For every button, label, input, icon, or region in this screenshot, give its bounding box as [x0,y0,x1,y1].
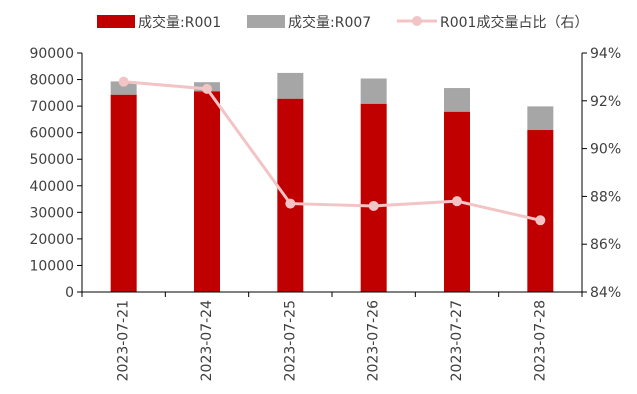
left-axis-tick-label: 10000 [29,258,74,274]
legend-swatch-r007 [247,15,285,28]
x-axis-tick-label: 2023-07-21 [116,300,132,381]
legend-label-r001: 成交量:R001 [138,14,221,31]
x-axis-tick-label: 2023-07-26 [366,300,382,381]
left-axis-tick-label: 0 [65,285,74,301]
legend: 成交量:R001 成交量:R007 R001成交量占比（右） [97,14,588,31]
ratio-point [452,196,462,207]
left-axis-tick-label: 50000 [29,152,74,168]
bar-r007 [444,88,470,112]
bar-r007 [277,72,304,99]
x-axis-tick-label: 2023-07-25 [282,300,298,381]
left-axis-tick-label: 90000 [29,46,74,62]
left-axis-tick-label: 20000 [29,232,74,248]
bars [110,72,554,293]
ratio-point [118,76,129,87]
right-axis-tick-label: 84% [590,285,621,301]
left-axis-tick-label: 30000 [29,205,74,221]
legend-label-ratio: R001成交量占比（右） [440,14,588,31]
right-axis-tick-label: 88% [590,189,621,205]
right-axis-tick-label: 94% [590,46,621,62]
left-axis: 0 10000 20000 30000 40000 50000 60000 70000 8000… [29,46,83,301]
bar-r001 [360,103,387,293]
bar-r001 [110,94,137,292]
right-axis-tick-label: 92% [590,94,621,110]
left-axis-tick-label: 60000 [29,126,74,142]
bar-r001 [527,130,554,292]
x-axis-tick-label: 2023-07-24 [199,300,215,381]
right-axis: 84% 86% 88% 90% 92% 94% [581,46,621,301]
x-axis-tick-label: 2023-07-28 [532,300,548,381]
x-axis: 2023-07-21 2023-07-24 2023-07-25 2023-07-26… [81,291,583,381]
x-axis-tick-label: 2023-07-27 [449,300,465,381]
ratio-point [535,215,546,226]
ratio-point [285,198,296,209]
bar-r001 [194,91,220,293]
ratio-line-path [123,80,541,222]
legend-swatch-r001 [97,15,135,28]
right-axis-tick-label: 86% [590,237,621,253]
legend-label-r007: 成交量:R007 [288,14,371,31]
ratio-point [368,200,379,211]
legend-swatch-ratio-marker [412,16,422,26]
left-axis-tick-label: 40000 [29,179,74,195]
bar-r007 [527,106,554,131]
left-axis-tick-label: 70000 [29,99,74,115]
bar-r001 [277,98,304,292]
right-axis-tick-label: 90% [590,142,621,158]
left-axis-tick-label: 80000 [29,73,74,89]
bar-r007 [110,81,137,95]
bar-r007 [360,78,387,104]
ratio-line [118,76,546,226]
ratio-point [202,83,212,94]
